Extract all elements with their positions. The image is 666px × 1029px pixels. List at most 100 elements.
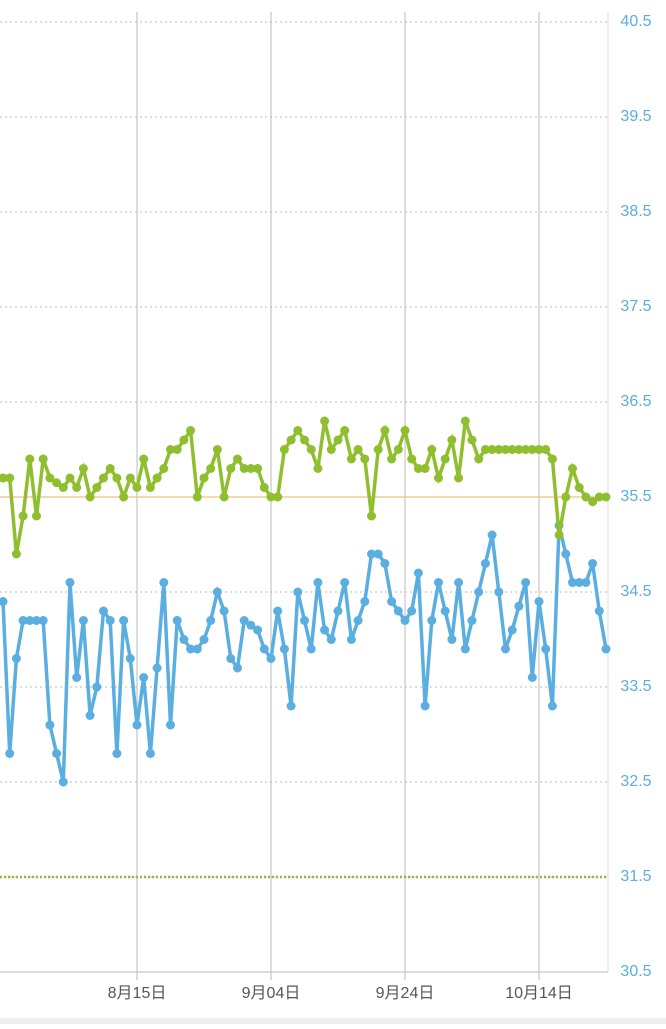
point (581, 492, 591, 502)
point (186, 644, 196, 654)
point (340, 426, 350, 435)
point (427, 616, 437, 625)
point (300, 616, 309, 625)
bottom-bar (0, 1018, 666, 1024)
y-tick-label: 40.5 (620, 13, 651, 30)
point (219, 606, 229, 616)
point (494, 445, 504, 454)
point (353, 616, 363, 625)
point (313, 464, 323, 473)
point (239, 616, 249, 625)
point (547, 701, 557, 711)
point (192, 644, 202, 654)
point (105, 616, 115, 625)
point (145, 749, 155, 758)
point (199, 473, 209, 483)
point (588, 497, 598, 507)
point (387, 454, 397, 464)
point (159, 578, 169, 587)
point (507, 445, 517, 454)
point (367, 549, 376, 559)
point (326, 445, 336, 454)
point (467, 435, 477, 445)
point (139, 673, 149, 682)
point (139, 454, 149, 464)
point (259, 483, 269, 492)
x-tick-label: 10月14日 (505, 985, 573, 1002)
point (501, 445, 510, 454)
point (333, 606, 343, 616)
point (300, 435, 309, 445)
point (454, 578, 464, 587)
point (119, 492, 129, 502)
point (179, 435, 189, 445)
point (534, 445, 544, 454)
point (474, 587, 484, 597)
point (440, 606, 450, 616)
point (112, 749, 122, 758)
point (541, 644, 551, 654)
point (246, 464, 256, 473)
point (393, 606, 403, 616)
point (568, 464, 577, 473)
point (387, 597, 397, 606)
point (5, 749, 15, 758)
point (487, 445, 497, 454)
point (353, 445, 363, 454)
point (293, 426, 303, 435)
point (480, 445, 490, 454)
point (373, 445, 383, 454)
y-tick-label: 39.5 (620, 108, 651, 125)
point (253, 464, 263, 473)
point (92, 682, 102, 692)
y-tick-label: 32.5 (620, 773, 651, 790)
point (273, 492, 283, 502)
point (561, 549, 571, 559)
point (588, 559, 598, 568)
point (152, 473, 162, 483)
point (166, 720, 175, 730)
point (480, 559, 490, 568)
point (78, 616, 88, 625)
point (313, 578, 323, 587)
point (427, 445, 437, 454)
point (487, 530, 497, 540)
point (166, 445, 175, 454)
point (233, 454, 242, 464)
point (380, 559, 390, 568)
point (11, 654, 21, 663)
point (239, 464, 249, 473)
point (434, 473, 443, 483)
point (454, 473, 464, 483)
point (199, 635, 209, 644)
y-tick-label: 36.5 (620, 393, 651, 410)
y-tick-label: 33.5 (620, 678, 651, 695)
point (541, 445, 551, 454)
point (521, 445, 531, 454)
point (447, 635, 457, 644)
point (52, 749, 62, 758)
point (507, 625, 517, 635)
point (212, 587, 222, 597)
point (18, 616, 28, 625)
y-tick-label: 38.5 (620, 203, 651, 220)
point (92, 483, 102, 492)
point (400, 426, 410, 435)
point (413, 464, 423, 473)
point (494, 587, 504, 597)
point (279, 644, 289, 654)
point (380, 426, 390, 435)
point (119, 616, 129, 625)
point (58, 483, 68, 492)
point (306, 644, 316, 654)
point (554, 530, 564, 540)
point (266, 492, 276, 502)
point (326, 635, 336, 644)
x-tick-label: 8月15日 (108, 985, 167, 1002)
point (99, 473, 108, 483)
point (99, 606, 108, 616)
point (514, 601, 524, 611)
point (400, 616, 410, 625)
